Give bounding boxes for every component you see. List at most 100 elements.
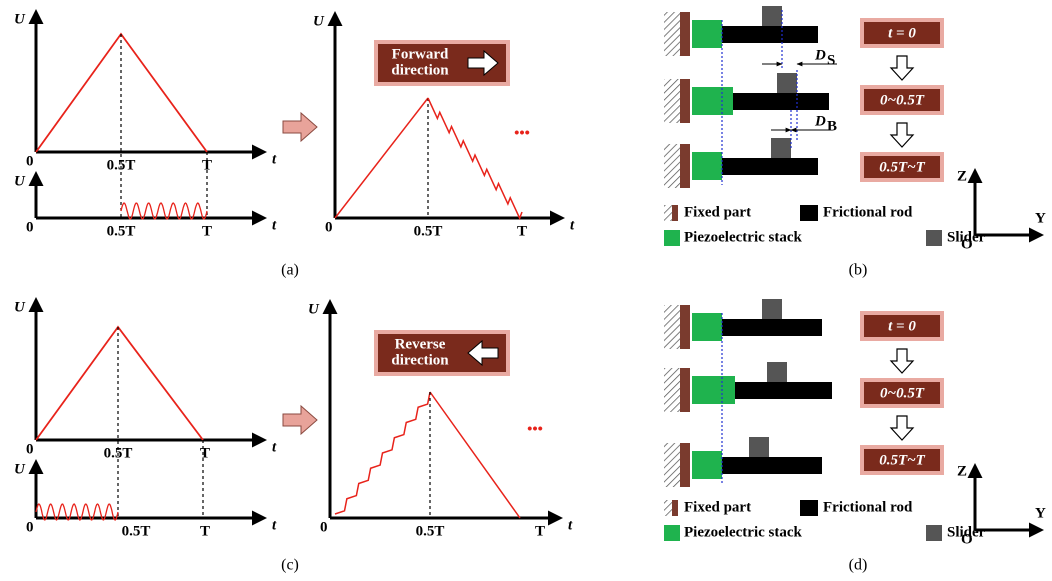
frictional-rod (722, 457, 822, 474)
piezo-stack (692, 313, 722, 341)
fixed-part (680, 12, 690, 56)
step-arrow (889, 348, 915, 374)
sawtooth (334, 391, 431, 515)
direction-arrow (467, 49, 499, 77)
tick-label: 0.5T (107, 223, 136, 239)
frictional-rod (722, 319, 822, 336)
frictional-rod (733, 93, 829, 110)
transition-arrow (282, 404, 318, 436)
legend-rod (800, 205, 818, 221)
step-label: 0.5T~T (879, 159, 925, 175)
legend-slider (926, 525, 942, 541)
direction-arrow (467, 339, 499, 367)
step-box (860, 152, 944, 182)
step-label: 0~0.5T (880, 385, 925, 401)
dim-symbol: D (814, 113, 826, 129)
frictional-rod (735, 382, 832, 399)
tick-label: 0.5T (122, 523, 151, 539)
origin-label: 0 (26, 441, 34, 457)
step-label: 0.5T~T (879, 452, 925, 468)
tick-label: 0.5T (107, 157, 136, 173)
legend-label: Piezoelectric stack (684, 524, 803, 540)
legend-hatch (664, 205, 672, 221)
caption: (d) (849, 557, 868, 574)
y-label: U (14, 173, 26, 189)
slider (749, 437, 769, 457)
fixed-part (680, 144, 690, 188)
y-label: U (14, 461, 26, 477)
ground-hatch (664, 305, 680, 349)
frictional-rod (722, 158, 818, 175)
fixed-part (680, 368, 690, 412)
legend-stack (664, 525, 680, 541)
z-label: Z (957, 463, 967, 479)
sine-wave (120, 202, 208, 220)
legend-hatch (664, 500, 672, 516)
fixed-part (680, 443, 690, 487)
voltage-triangle (35, 32, 208, 153)
origin-label: 0 (26, 219, 34, 235)
origin-label: O (961, 236, 973, 252)
slider (777, 73, 797, 93)
ellipsis: ••• (527, 421, 543, 437)
slider (762, 6, 782, 26)
step-box (860, 311, 944, 341)
y-label: U (14, 299, 26, 315)
x-label: t (568, 517, 573, 533)
step-box (860, 18, 944, 48)
direction-label: direction (391, 352, 449, 368)
tick-label: T (202, 223, 212, 239)
piezo-stack (692, 451, 722, 479)
slider (767, 362, 787, 382)
step-arrow (889, 55, 915, 81)
slider (771, 138, 791, 158)
slider (762, 299, 782, 319)
origin-label: 0 (320, 519, 328, 535)
legend-label: Frictional rod (823, 499, 913, 515)
tick-label: T (200, 445, 210, 461)
y-label: Y (1035, 210, 1046, 226)
dim-subscript: B (827, 118, 837, 134)
legend-label: Frictional rod (823, 204, 913, 220)
y-label: U (308, 301, 320, 317)
step-arrow (889, 122, 915, 148)
transition-arrow (282, 111, 318, 143)
tick-label: 0.5T (414, 223, 443, 239)
origin-label: O (961, 531, 973, 547)
legend-label: Piezoelectric stack (684, 229, 803, 245)
ramp (429, 391, 521, 519)
step-label: t = 0 (888, 25, 916, 41)
y-label: Y (1035, 505, 1046, 521)
ground-hatch (664, 144, 680, 188)
legend-fixed (672, 500, 678, 516)
direction-label: Reverse (395, 336, 446, 352)
legend-slider (926, 230, 942, 246)
step-label: 0~0.5T (880, 92, 925, 108)
ground-hatch (664, 79, 680, 123)
legend-label: Fixed part (684, 499, 751, 515)
z-label: Z (957, 168, 967, 184)
x-label: t (272, 151, 277, 167)
fixed-part (680, 79, 690, 123)
x-label: t (272, 217, 277, 233)
tick-label: T (517, 223, 527, 239)
step-box (860, 85, 944, 115)
legend-rod (800, 500, 818, 516)
legend-fixed (672, 205, 678, 221)
caption: (b) (849, 262, 868, 279)
dim-subscript: S (827, 52, 835, 68)
x-label: t (272, 439, 277, 455)
x-label: t (272, 517, 277, 533)
piezo-stack (692, 20, 722, 48)
ellipsis: ••• (514, 125, 530, 141)
tick-label: T (535, 523, 545, 539)
tick-label: 0.5T (416, 523, 445, 539)
frictional-rod (722, 26, 818, 43)
origin-label: 0 (26, 519, 34, 535)
ground-hatch (664, 443, 680, 487)
y-label: U (313, 13, 325, 29)
ground-hatch (664, 12, 680, 56)
ground-hatch (664, 368, 680, 412)
fixed-part (680, 305, 690, 349)
